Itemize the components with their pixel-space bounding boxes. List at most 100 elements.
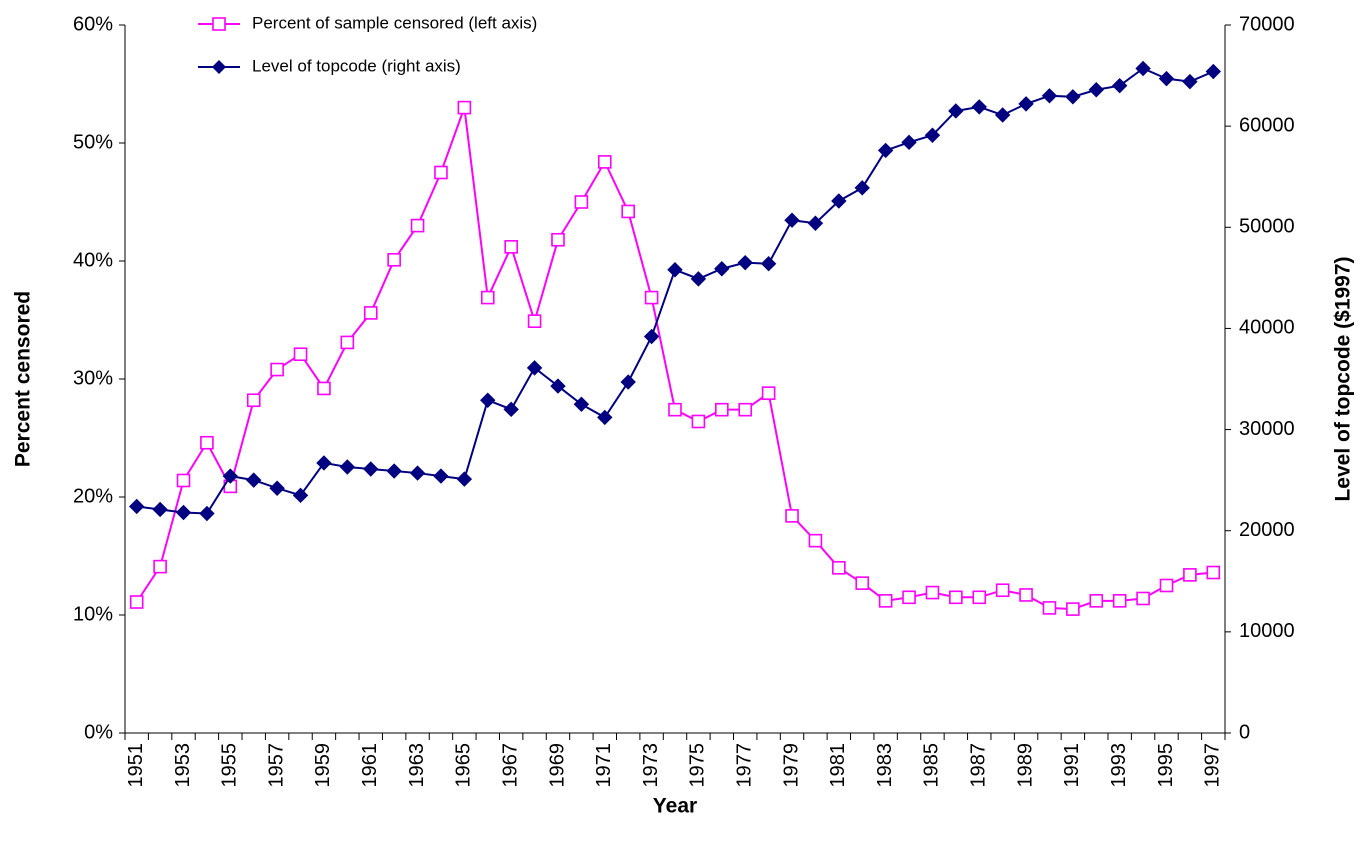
legend-label: Percent of sample censored (left axis): [252, 13, 537, 32]
point: [433, 468, 449, 484]
point: [949, 590, 963, 605]
x-axis-title: Year: [653, 795, 697, 818]
point: [363, 306, 378, 320]
point: [316, 455, 332, 471]
point: [971, 99, 987, 115]
y2-axis-title: Level of topcode ($1997): [1332, 256, 1355, 501]
point: [504, 240, 518, 254]
point: [526, 360, 543, 376]
point: [409, 465, 426, 481]
point: [200, 435, 214, 450]
point: [668, 402, 682, 417]
x-tick-label: 1979: [780, 743, 802, 788]
y-tick-label: 20%: [73, 485, 113, 507]
y-tick-label: 40%: [73, 249, 113, 271]
point: [925, 585, 940, 600]
y-axis-title: Percent censored: [12, 291, 35, 467]
x-tick-label: 1993: [1108, 743, 1130, 788]
x-tick-label: 1983: [874, 743, 896, 788]
x-tick-label: 1959: [312, 743, 334, 788]
point: [551, 232, 565, 247]
point: [456, 471, 473, 487]
point: [1041, 88, 1058, 104]
point: [807, 215, 824, 231]
y2-tick-label: 40000: [1239, 317, 1295, 339]
point: [246, 472, 262, 488]
x-tick-label: 1971: [593, 743, 615, 788]
point: [737, 254, 753, 271]
point: [597, 409, 613, 426]
point: [222, 468, 239, 484]
x-tick-label: 1981: [827, 743, 849, 788]
legend-marker: [212, 60, 226, 74]
point: [1182, 73, 1198, 90]
point: [1088, 82, 1104, 98]
point: [1159, 578, 1174, 593]
point: [667, 262, 683, 278]
point: [714, 261, 730, 277]
y2-tick-label: 50000: [1239, 216, 1295, 238]
point: [643, 328, 660, 345]
point: [902, 590, 916, 605]
point: [760, 255, 777, 272]
point: [995, 583, 1010, 598]
point: [1111, 77, 1128, 94]
x-tick-label: 1977: [733, 743, 755, 788]
point: [292, 487, 309, 504]
point: [410, 218, 425, 233]
point: [153, 559, 167, 574]
x-tick-label: 1975: [687, 743, 709, 788]
point: [176, 473, 191, 488]
point: [761, 386, 776, 400]
point: [972, 590, 987, 605]
point: [831, 193, 847, 209]
point: [386, 463, 402, 479]
point: [573, 396, 590, 412]
point: [1183, 568, 1197, 582]
y-tick-label: 60%: [73, 13, 113, 35]
x-tick-label: 1965: [453, 743, 475, 788]
point: [129, 595, 144, 609]
x-tick-label: 1969: [546, 743, 568, 788]
x-tick-label: 1957: [265, 743, 287, 788]
x-tick-label: 1995: [1155, 743, 1177, 788]
point: [994, 107, 1011, 123]
point: [574, 195, 589, 209]
point: [924, 127, 941, 143]
point: [808, 533, 823, 548]
y2-tick-label: 10000: [1239, 620, 1295, 642]
point: [387, 253, 401, 267]
point: [363, 461, 379, 477]
series-line: [136, 67, 1214, 515]
point: [293, 347, 308, 362]
point: [1018, 96, 1034, 112]
x-tick-label: 1961: [359, 743, 381, 788]
point: [1205, 63, 1222, 80]
legend-label: Level of topcode (right axis): [252, 56, 461, 75]
y2-tick-label: 60000: [1239, 114, 1295, 136]
point: [621, 204, 635, 219]
point: [503, 401, 519, 418]
point: [339, 459, 356, 475]
x-tick-label: 1951: [125, 743, 147, 788]
point: [878, 594, 893, 608]
x-tick-label: 1991: [1061, 743, 1083, 788]
point: [832, 560, 846, 575]
y2-tick-label: 20000: [1239, 519, 1295, 541]
point: [1135, 60, 1151, 77]
point: [340, 335, 355, 350]
point: [715, 402, 729, 417]
point: [1065, 89, 1081, 105]
x-tick-label: 1997: [1202, 743, 1224, 788]
x-tick-label: 1967: [499, 743, 521, 788]
point: [246, 393, 261, 408]
point: [597, 155, 612, 169]
y-tick-label: 30%: [73, 367, 113, 389]
point: [550, 378, 566, 394]
point: [152, 501, 168, 518]
point: [855, 576, 870, 590]
point: [1112, 594, 1127, 608]
y2-tick-label: 70000: [1239, 13, 1295, 35]
